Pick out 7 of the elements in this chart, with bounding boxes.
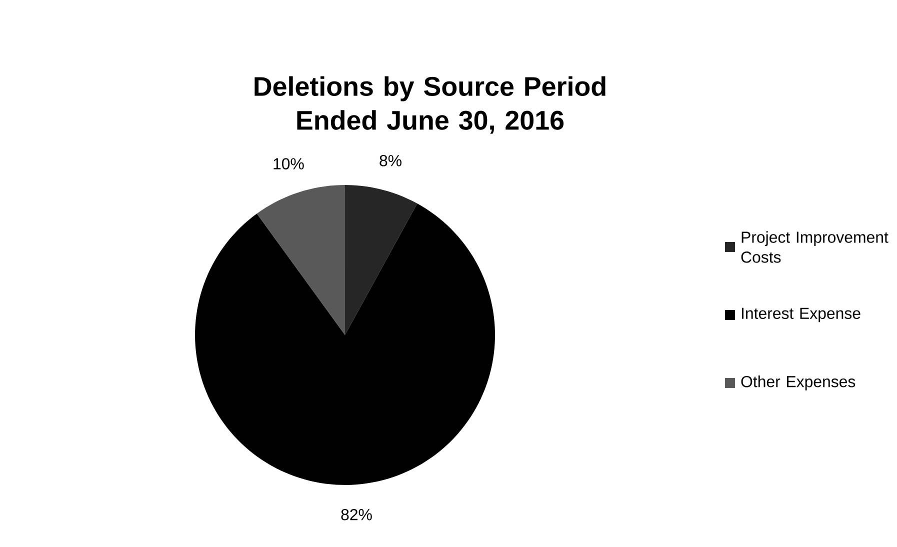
legend-label: Other Expenses (741, 376, 856, 390)
data-label: 8% (380, 155, 402, 166)
chart-title: Deletions by Source Period Ended June 30, 2016 (254, 76, 606, 134)
data-label: 10% (274, 158, 304, 170)
legend-label: Project Improvement Costs (741, 231, 888, 263)
data-label: 82% (341, 508, 372, 520)
legend-label: Interest Expense (742, 308, 860, 322)
